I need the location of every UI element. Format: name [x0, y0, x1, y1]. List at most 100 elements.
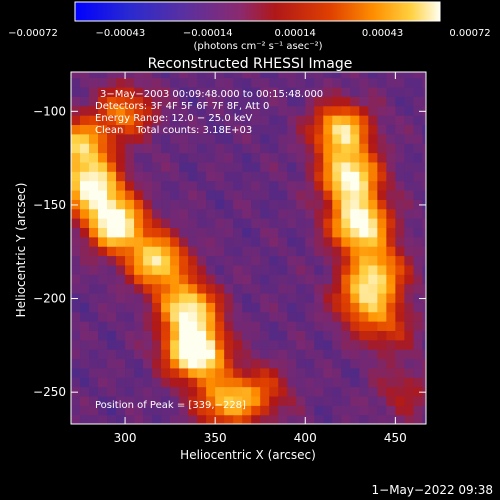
heatmap-cell [170, 255, 180, 266]
heatmap-cell [125, 349, 135, 360]
heatmap-cell [152, 72, 162, 79]
heatmap-cell [89, 283, 99, 294]
heatmap-cell [224, 180, 234, 191]
heatmap-cell [80, 86, 90, 97]
heatmap-cell [116, 227, 126, 238]
heatmap-cell [368, 218, 378, 228]
heatmap-cell [350, 264, 360, 275]
heatmap-cell [260, 208, 270, 219]
heatmap-cell [296, 199, 306, 210]
heatmap-cell [170, 274, 180, 285]
heatmap-cell [269, 152, 279, 163]
heatmap-cell [287, 414, 297, 424]
heatmap-cell [404, 180, 414, 191]
heatmap-cell [260, 386, 270, 397]
heatmap-cell [251, 72, 261, 79]
heatmap-cell [314, 283, 324, 294]
heatmap-cell [404, 264, 414, 275]
heatmap-cell [152, 115, 162, 126]
heatmap-cell [269, 72, 279, 79]
heatmap-cell [269, 395, 279, 406]
heatmap-cell [305, 330, 315, 341]
heatmap-cell [206, 199, 216, 210]
heatmap-cell [71, 161, 81, 172]
heatmap-cell [125, 227, 135, 238]
heatmap-cell [413, 199, 423, 210]
heatmap-cell [224, 236, 234, 247]
heatmap-cell [422, 358, 426, 369]
heatmap-cell [197, 283, 207, 294]
heatmap-cell [359, 227, 369, 238]
heatmap-cell [179, 180, 189, 191]
heatmap-cell [242, 72, 252, 79]
heatmap-cell [413, 115, 423, 126]
heatmap-cell [170, 339, 180, 350]
heatmap-cell [197, 321, 207, 331]
heatmap-cell [170, 199, 180, 210]
heatmap-cell [206, 143, 216, 154]
heatmap-cell [287, 367, 297, 378]
heatmap-cell [260, 77, 270, 88]
heatmap-cell [143, 264, 153, 275]
heatmap-cell [197, 395, 207, 406]
heatmap-cell [224, 246, 234, 257]
heatmap-cell [89, 171, 99, 182]
heatmap-cell [251, 105, 261, 116]
heatmap-cell [296, 283, 306, 294]
heatmap-cell [71, 283, 81, 294]
heatmap-cell [260, 339, 270, 350]
heatmap-cell [404, 143, 414, 154]
heatmap-cell [287, 72, 297, 79]
heatmap-cell [206, 264, 216, 275]
heatmap-cell [134, 180, 144, 191]
heatmap-cell [251, 349, 261, 360]
heatmap-cell [80, 264, 90, 275]
heatmap-cell [179, 124, 189, 135]
heatmap-cell [305, 386, 315, 397]
heatmap-cell [305, 77, 315, 88]
heatmap-cell [287, 133, 297, 144]
heatmap-cell [269, 180, 279, 191]
heatmap-cell [125, 105, 135, 116]
heatmap-cell [323, 255, 333, 266]
heatmap-cell [359, 386, 369, 397]
heatmap-cell [332, 72, 342, 79]
heatmap-cell [395, 143, 405, 154]
heatmap-cell [278, 330, 288, 341]
heatmap-cell [89, 302, 99, 313]
heatmap-cell [341, 236, 351, 247]
heatmap-cell [161, 255, 171, 266]
heatmap-cell [386, 349, 396, 360]
heatmap-cell [215, 133, 225, 144]
heatmap-cell [98, 367, 108, 378]
heatmap-cell [350, 377, 360, 388]
heatmap-cell [350, 311, 360, 322]
heatmap-cell [404, 171, 414, 182]
heatmap-cell [197, 143, 207, 154]
heatmap-cell [125, 171, 135, 182]
heatmap-cell [125, 292, 135, 303]
heatmap-cell [278, 208, 288, 219]
heatmap-cell [161, 161, 171, 172]
heatmap-cell [188, 377, 198, 388]
heatmap-cell [233, 133, 243, 144]
heatmap-cell [296, 180, 306, 191]
heatmap-cell [377, 311, 387, 322]
heatmap-cell [71, 199, 81, 210]
heatmap-cell [107, 255, 117, 266]
heatmap-cell [179, 218, 189, 228]
heatmap-cell [134, 358, 144, 369]
heatmap-cell [152, 86, 162, 97]
heatmap-cell [422, 171, 426, 182]
heatmap-cell [242, 105, 252, 116]
heatmap-cell [71, 377, 81, 388]
heatmap-cell [206, 133, 216, 144]
heatmap-cell [188, 395, 198, 406]
heatmap-cell [98, 358, 108, 369]
heatmap-cell [278, 246, 288, 257]
heatmap-cell [89, 255, 99, 266]
heatmap-cell [260, 246, 270, 257]
heatmap-cell [386, 208, 396, 219]
heatmap-cell [305, 72, 315, 79]
heatmap-cell [98, 395, 108, 406]
